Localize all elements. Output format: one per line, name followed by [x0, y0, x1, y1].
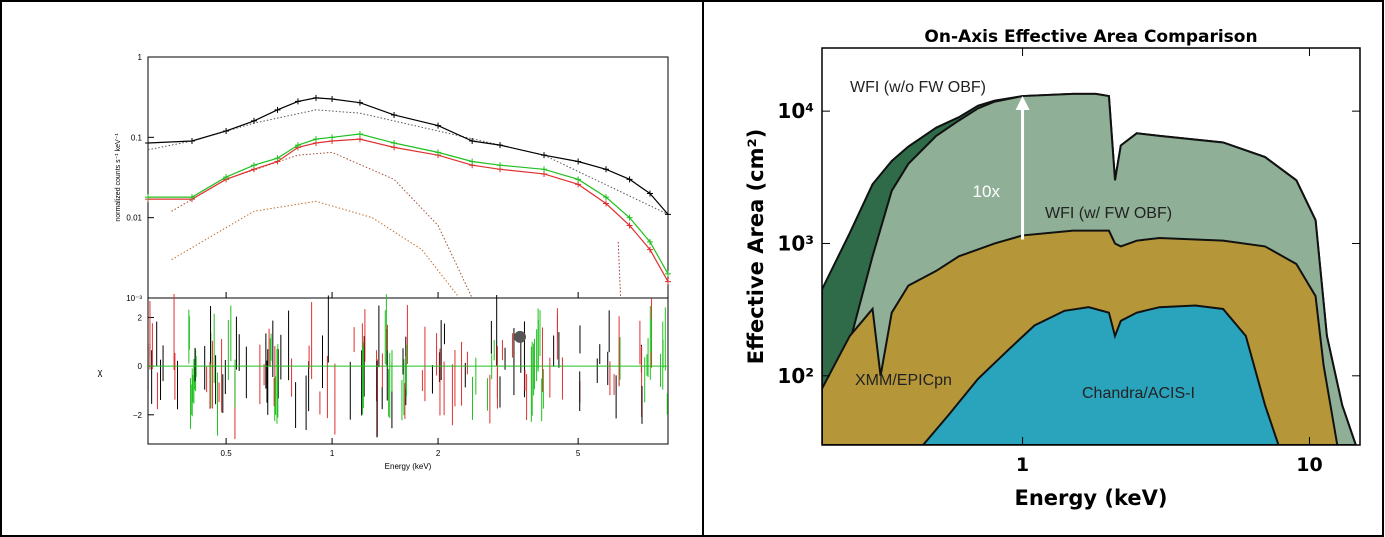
xtick-label: 0.5 [221, 449, 233, 458]
spectrum-data-point [145, 140, 151, 147]
spectrum-series-line [147, 97, 669, 215]
right-panel: On-Axis Effective Area Comparison 10⁴ 10³ 1… [744, 27, 1361, 510]
ten-x-annotation: 10x [973, 182, 1001, 201]
top-ytick-label: 0.1 [131, 133, 143, 142]
spectrum-data-point [188, 194, 195, 201]
res-ytick-label: 2 [138, 313, 143, 322]
residual-marker-dot [514, 330, 526, 343]
spectrum-data-point [435, 149, 442, 156]
spectrum-data-point [603, 194, 610, 201]
spectrum-data-point [665, 211, 671, 218]
series-label-3: XMM/EPICpn [855, 372, 952, 389]
spectrum-data-point [294, 142, 301, 149]
spectrum-data-point [391, 111, 398, 118]
spectrum-data-point [469, 158, 476, 165]
top-ytick-label: 1 [138, 53, 143, 62]
spectrum-data-point [646, 238, 653, 245]
y-axis-label: Effective Area (cm²) [744, 129, 768, 365]
spectrum-data-point [356, 99, 363, 106]
spectrum-data-point [356, 131, 363, 138]
residual-plot-frame [147, 297, 669, 445]
top-ytick-label: 0.01 [126, 214, 142, 223]
xtick-label: 10 [1296, 454, 1322, 476]
left-panel: 1 0.1 0.01 10⁻³ 2 0 −2 0.5 1 2 5 Energy (keV) normal… [98, 53, 671, 471]
spectrum-data-point [312, 136, 319, 143]
spectrum-data-point [541, 152, 548, 159]
spectrum-data-point [575, 158, 582, 165]
model-line-feature [617, 241, 622, 299]
spectrum-data-point [646, 190, 653, 197]
series-label-4: Chandra/ACIS-I [1082, 385, 1195, 402]
spectrum-data-point [356, 136, 363, 143]
spectrum-data-point [274, 155, 281, 162]
x-axis-label: Energy (keV) [1014, 486, 1167, 510]
spectrum-data-point [223, 174, 230, 181]
top-ytick-label: 10⁻³ [126, 294, 142, 303]
model-component-total [147, 109, 669, 215]
spectrum-data-point [626, 176, 633, 183]
model-component-2 [171, 200, 460, 299]
spectrum-data-point [274, 106, 281, 113]
top-y-axis-label: normalized counts s⁻¹ keV⁻¹ [115, 133, 122, 222]
ytick-label: 10² [777, 364, 814, 388]
res-y-axis-label: χ [98, 367, 103, 377]
res-ytick-label: 0 [138, 362, 143, 371]
spectrum-data-point [188, 138, 195, 145]
spectrum-data-point [312, 94, 319, 101]
spectrum-data-point [603, 166, 610, 173]
spectrum-data-point [391, 140, 398, 147]
xtick-label: 1 [330, 449, 335, 458]
ytick-label: 10⁴ [777, 99, 814, 123]
spectrum-data-point [435, 122, 442, 129]
area-series-group [822, 92, 1357, 445]
spectrum-data-point [626, 222, 633, 229]
series-label-1: WFI (w/o FW OBF) [850, 79, 986, 96]
spectrum-data-point [497, 142, 504, 149]
spectrum-series-line [148, 138, 669, 282]
series-label-2: WFI (w/ FW OBF) [1045, 205, 1172, 222]
spectrum-data-point [145, 194, 151, 201]
spectrum-data-point [469, 138, 476, 145]
spectrum-data-point [329, 134, 336, 141]
spectrum-series-line [148, 133, 669, 275]
spectrum-data-point [294, 98, 301, 105]
xtick-label: 1 [1016, 454, 1029, 476]
spectrum-data-point [250, 117, 257, 124]
x-axis-label: Energy (keV) [385, 462, 432, 471]
spectrum-data-point [223, 127, 230, 134]
spectrum-data-point [541, 166, 548, 173]
model-component-1 [171, 151, 473, 299]
spectrum-data-point [497, 162, 504, 169]
spectrum-data-point [665, 278, 671, 285]
spectrum-data-point [329, 96, 336, 103]
xtick-label: 2 [436, 449, 441, 458]
xtick-label: 5 [576, 449, 581, 458]
spectrum-data-point [250, 162, 257, 169]
spectrum-data-point [646, 246, 653, 253]
ytick-label: 10³ [777, 231, 814, 255]
spectrum-data-point [626, 214, 633, 221]
spectrum-data-point [603, 200, 610, 207]
chart-title: On-Axis Effective Area Comparison [924, 27, 1257, 47]
plot-frame [821, 47, 1361, 446]
spectrum-data-point [665, 270, 671, 277]
ten-x-arrow-head [1015, 96, 1030, 111]
area-series-4 [921, 304, 1280, 445]
res-ytick-label: −2 [133, 411, 143, 420]
spectrum-data-point [575, 176, 582, 183]
